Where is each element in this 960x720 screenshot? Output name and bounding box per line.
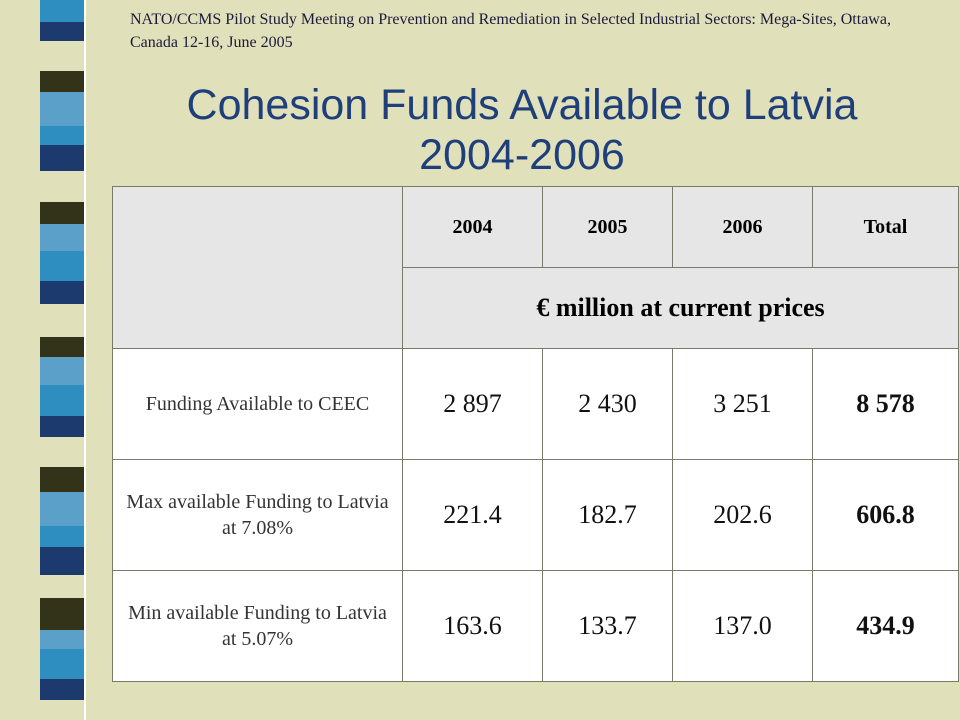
cell-2005: 133.7 [542, 570, 673, 682]
table-row: Max available Funding to Latvia at 7.08%… [112, 459, 959, 571]
funding-table: 2004 2005 2006 Total € million at curren… [112, 186, 959, 682]
stripe-divider [84, 0, 86, 720]
table-row: Min available Funding to Latvia at 5.07%… [112, 570, 959, 682]
cell-2004: 2 897 [402, 348, 543, 460]
column-header-2004: 2004 [402, 186, 543, 268]
column-header-total: Total [812, 186, 959, 268]
cell-2005: 182.7 [542, 459, 673, 571]
cell-2004: 221.4 [402, 459, 543, 571]
cell-2005: 2 430 [542, 348, 673, 460]
cell-total: 8 578 [812, 348, 959, 460]
title-line-1: Cohesion Funds Available to Latvia [186, 81, 858, 129]
cell-2006: 3 251 [672, 348, 813, 460]
cell-total: 434.9 [812, 570, 959, 682]
table-corner-cell [112, 186, 403, 349]
header-note: NATO/CCMS Pilot Study Meeting on Prevent… [130, 11, 891, 51]
table-row: Funding Available to CEEC 2 897 2 430 3 … [112, 348, 959, 460]
column-header-2005: 2005 [542, 186, 673, 268]
row-label: Max available Funding to Latvia at 7.08% [112, 459, 403, 571]
column-header-2006: 2006 [672, 186, 813, 268]
title-line-2: 2004-2006 [419, 131, 625, 179]
cell-2006: 202.6 [672, 459, 813, 571]
decorative-stripe-bar [40, 0, 84, 720]
table-units-row: € million at current prices [113, 267, 959, 349]
row-label: Funding Available to CEEC [112, 348, 403, 460]
table-header-row: 2004 2005 2006 Total [112, 186, 959, 349]
cell-total: 606.8 [812, 459, 959, 571]
cell-2006: 137.0 [672, 570, 813, 682]
units-label: € million at current prices [402, 267, 959, 349]
row-label: Min available Funding to Latvia at 5.07% [112, 570, 403, 682]
cell-2004: 163.6 [402, 570, 543, 682]
page-title: Cohesion Funds Available to Latvia 2004-… [112, 80, 932, 180]
